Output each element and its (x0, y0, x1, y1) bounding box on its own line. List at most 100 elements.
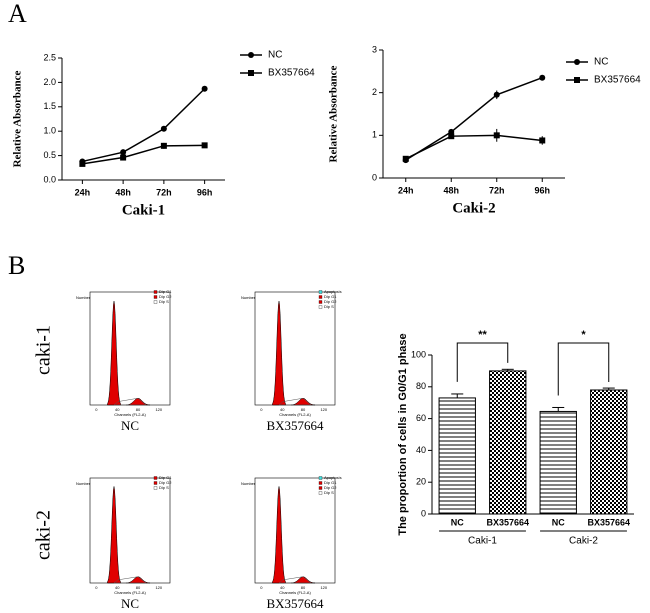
histogram-frame (254, 291, 336, 406)
flow-x-tick-label: 120 (320, 585, 327, 590)
flow-legend-label: Dip G2 (324, 299, 337, 304)
flow-legend-swatch (153, 300, 158, 304)
y-tick-label: 1 (372, 130, 377, 140)
flow-legend-label: Dip G1 (159, 475, 172, 480)
x-tick-label: 48h (115, 187, 131, 197)
y-tick-label: 20 (416, 477, 426, 487)
flow-legend-label: Dip S (324, 490, 334, 495)
flow-panel-label: NC (121, 418, 139, 433)
bar (590, 389, 628, 515)
bar (539, 410, 577, 515)
s-phase (113, 397, 147, 406)
flow-panel-label: BX357664 (266, 418, 324, 433)
x-tick-label: NC (552, 517, 565, 527)
legend-marker (574, 59, 580, 65)
histogram-frame (89, 477, 171, 584)
flow-y-label: Number (76, 481, 91, 486)
x-tick-label: 96h (197, 187, 213, 197)
significance-bracket (456, 342, 509, 382)
legend-label: BX357664 (594, 75, 641, 86)
flow-legend-label: Dip G1 (324, 294, 337, 299)
point (402, 155, 409, 162)
point (120, 154, 127, 161)
point (79, 160, 86, 167)
flow-x-tick-label: 40 (115, 585, 120, 590)
flow-x-tick-label: 80 (136, 407, 141, 412)
y-tick-label: 0.5 (43, 150, 56, 160)
x-tick-label: 72h (156, 187, 172, 197)
legend-label: NC (268, 50, 282, 61)
flow-x-tick-label: 40 (115, 407, 120, 412)
y-tick-label: 0 (421, 508, 426, 518)
point (448, 133, 455, 140)
point (160, 142, 167, 149)
g1-peak (272, 300, 286, 406)
flow-legend-label: Dip S (159, 485, 169, 490)
flow-x-tick-label: 40 (280, 407, 285, 412)
x-tick-label: BX357664 (486, 517, 529, 527)
g1-peak (272, 486, 286, 584)
flow-legend-swatch (318, 476, 323, 480)
flow-legend-label: Dip S (324, 304, 334, 309)
flow-legend-swatch (318, 300, 323, 304)
group-label: Caki-1 (468, 536, 497, 547)
y-tick-label: 40 (416, 445, 426, 455)
histogram-frame (254, 477, 336, 584)
significance-label: * (581, 329, 586, 341)
flow-x-tick-label: 0 (260, 585, 263, 590)
s-phase (278, 397, 312, 406)
flow-legend-label: Apoptosis (324, 289, 342, 294)
panel-label: A (8, 0, 27, 28)
flow-x-tick-label: 120 (155, 585, 162, 590)
x-tick-label: 24h (398, 185, 414, 195)
point (201, 85, 208, 92)
y-tick-label: 2.5 (43, 52, 56, 62)
y-tick-label: 3 (372, 44, 377, 54)
series-line (405, 134, 543, 160)
flow-x-tick-label: 0 (95, 407, 98, 412)
y-tick-label: 1.0 (43, 126, 56, 136)
y-tick-label: 1.5 (43, 101, 56, 111)
flow-legend-swatch (318, 491, 323, 495)
flow-y-label: Number (76, 295, 91, 300)
y-tick-label: 80 (416, 381, 426, 391)
y-axis-label: Relative Absorbance (328, 65, 340, 162)
y-tick-label: 100 (411, 349, 426, 359)
x-tick-label: NC (451, 517, 464, 527)
flow-legend-label: Dip G1 (159, 289, 172, 294)
y-tick-label: 0.0 (43, 174, 56, 184)
flow-legend-label: Dip G1 (324, 480, 337, 485)
flow-panel-label: NC (121, 596, 139, 611)
x-tick-label: BX357664 (587, 517, 630, 527)
point (539, 137, 546, 144)
flow-legend-swatch (153, 476, 158, 480)
row-label: caki-1 (33, 325, 55, 375)
flow-legend-label: Dip G2 (159, 294, 172, 299)
panel-label: B (8, 251, 25, 280)
flow-y-label: Number (241, 481, 256, 486)
series-line (82, 144, 205, 165)
flow-legend-label: Apoptosis (324, 475, 342, 480)
legend-marker (574, 77, 580, 83)
significance-label: ** (478, 329, 487, 341)
point (160, 125, 167, 132)
flow-legend-swatch (153, 295, 158, 299)
series-line (405, 77, 543, 161)
flow-panel-label: BX357664 (266, 596, 324, 611)
flow-legend-swatch (318, 290, 323, 294)
flow-x-tick-label: 40 (280, 585, 285, 590)
chart-title: Caki-1 (122, 202, 165, 218)
y-tick-label: 60 (416, 413, 426, 423)
point (493, 132, 500, 139)
flow-legend-swatch (318, 486, 323, 490)
significance-bracket (557, 342, 610, 396)
flow-x-label: Channels (FL2-A) (279, 590, 311, 595)
histogram-frame (89, 291, 171, 406)
s-phase (113, 576, 147, 584)
flow-x-label: Channels (FL2-A) (279, 412, 311, 417)
point (493, 91, 500, 98)
bar (489, 370, 527, 515)
y-tick-label: 2 (372, 87, 377, 97)
flow-legend-swatch (318, 481, 323, 485)
flow-legend-swatch (318, 295, 323, 299)
